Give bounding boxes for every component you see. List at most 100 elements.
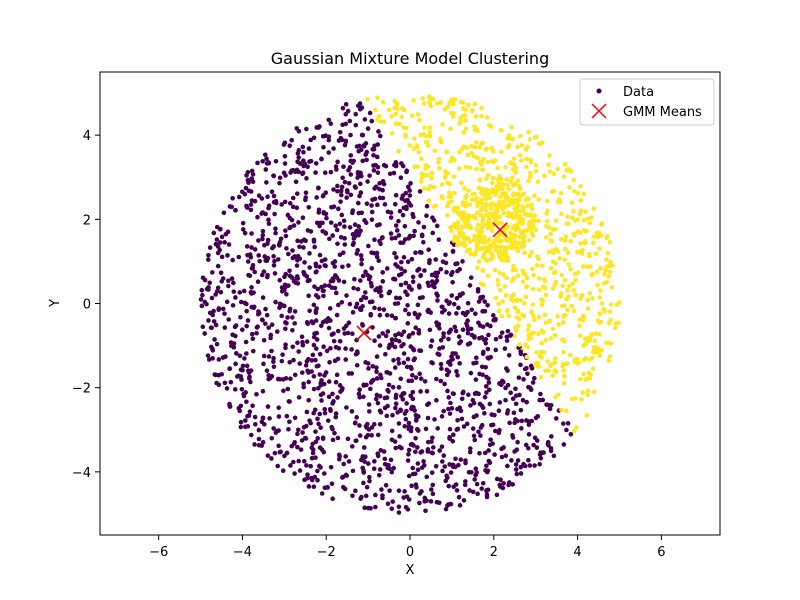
data-point-cluster-0	[487, 387, 492, 393]
data-point-cluster-0	[459, 396, 465, 402]
data-point-cluster-0	[346, 459, 352, 464]
data-point-cluster-0	[247, 273, 253, 279]
data-point-cluster-0	[345, 436, 351, 442]
data-point-cluster-0	[374, 154, 380, 160]
data-point-cluster-0	[354, 229, 359, 235]
data-point-cluster-0	[248, 189, 254, 194]
data-point-cluster-0	[405, 302, 410, 308]
data-point-cluster-0	[341, 484, 346, 490]
data-point-cluster-0	[499, 330, 505, 335]
data-point-cluster-0	[439, 414, 445, 419]
data-point-cluster-0	[335, 435, 341, 441]
data-point-cluster-0	[331, 146, 336, 151]
data-point-cluster-0	[389, 506, 395, 512]
data-point-cluster-0	[352, 420, 358, 426]
data-point-cluster-1	[397, 121, 402, 127]
data-point-cluster-0	[359, 261, 364, 267]
data-point-cluster-1	[487, 246, 493, 252]
data-point-cluster-1	[524, 354, 530, 360]
data-point-cluster-0	[233, 207, 238, 213]
data-point-cluster-0	[538, 455, 544, 461]
data-point-cluster-0	[315, 416, 320, 422]
data-point-cluster-1	[553, 261, 558, 266]
data-point-cluster-0	[436, 500, 442, 506]
data-point-cluster-0	[515, 458, 521, 463]
data-point-cluster-0	[445, 388, 450, 394]
data-point-cluster-0	[323, 133, 328, 139]
data-point-cluster-0	[463, 312, 468, 318]
data-point-cluster-1	[542, 173, 547, 179]
data-point-cluster-0	[396, 361, 402, 366]
data-point-cluster-1	[558, 190, 564, 196]
data-point-cluster-0	[348, 192, 354, 198]
data-point-cluster-0	[240, 367, 245, 373]
gmm-means-layer	[356, 222, 508, 341]
data-point-cluster-0	[206, 357, 212, 362]
data-point-cluster-1	[544, 218, 550, 224]
data-point-cluster-0	[451, 432, 456, 438]
data-point-cluster-0	[333, 290, 339, 296]
data-point-cluster-0	[413, 449, 418, 455]
data-point-cluster-0	[313, 455, 318, 460]
data-point-cluster-0	[348, 172, 354, 177]
data-point-cluster-0	[494, 476, 500, 482]
data-point-cluster-0	[283, 233, 289, 239]
data-point-cluster-0	[410, 372, 415, 378]
data-point-cluster-0	[318, 323, 324, 329]
data-point-cluster-0	[416, 327, 422, 333]
data-point-cluster-1	[455, 225, 460, 230]
data-point-cluster-0	[287, 215, 293, 221]
data-point-cluster-1	[513, 325, 518, 330]
data-point-cluster-1	[581, 317, 586, 323]
data-point-cluster-1	[415, 112, 421, 117]
data-point-cluster-0	[208, 325, 214, 330]
data-point-cluster-0	[314, 195, 320, 200]
data-point-cluster-0	[213, 322, 219, 328]
data-point-cluster-0	[260, 236, 265, 242]
data-point-cluster-1	[488, 206, 494, 211]
data-point-cluster-1	[479, 105, 484, 111]
data-point-cluster-0	[265, 404, 271, 409]
data-point-cluster-1	[575, 191, 581, 196]
data-point-cluster-1	[451, 157, 457, 163]
data-point-cluster-0	[444, 473, 449, 479]
data-point-cluster-0	[226, 283, 231, 289]
data-point-cluster-0	[286, 399, 292, 404]
data-point-cluster-1	[479, 113, 484, 119]
data-point-cluster-0	[313, 161, 319, 166]
data-point-cluster-0	[363, 493, 369, 499]
data-point-cluster-0	[473, 311, 478, 316]
data-point-cluster-1	[432, 148, 438, 153]
data-point-cluster-0	[260, 439, 266, 445]
data-point-cluster-1	[506, 202, 511, 208]
data-point-cluster-0	[266, 354, 272, 359]
data-point-cluster-1	[614, 302, 620, 307]
data-point-cluster-0	[322, 170, 328, 176]
data-point-cluster-0	[386, 345, 392, 351]
data-point-cluster-0	[462, 482, 468, 488]
data-point-cluster-1	[492, 209, 498, 215]
data-point-cluster-0	[407, 188, 412, 193]
data-point-cluster-0	[450, 249, 456, 255]
data-point-cluster-0	[330, 437, 336, 443]
data-point-cluster-0	[313, 318, 319, 323]
data-point-cluster-0	[260, 228, 266, 234]
data-point-cluster-1	[577, 211, 583, 217]
data-point-cluster-0	[341, 279, 347, 285]
data-point-cluster-1	[522, 250, 527, 256]
data-point-cluster-0	[336, 302, 341, 308]
data-point-cluster-0	[544, 402, 549, 407]
data-point-cluster-1	[550, 326, 556, 332]
data-point-cluster-1	[515, 273, 521, 279]
data-point-cluster-0	[377, 421, 383, 427]
data-point-cluster-1	[581, 191, 587, 197]
data-point-cluster-1	[521, 240, 527, 246]
data-point-cluster-0	[483, 341, 489, 346]
data-point-cluster-0	[250, 403, 255, 409]
data-point-cluster-0	[460, 259, 465, 264]
data-point-cluster-1	[520, 217, 526, 222]
data-point-cluster-0	[402, 269, 408, 274]
data-point-cluster-1	[463, 107, 468, 112]
data-point-cluster-0	[321, 293, 326, 299]
data-point-cluster-1	[502, 191, 508, 197]
